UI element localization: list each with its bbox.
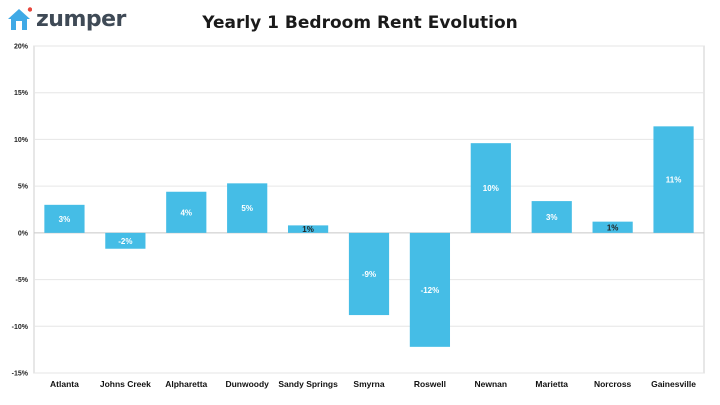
bar	[592, 221, 633, 233]
data-label: 1%	[607, 223, 619, 232]
x-tick-label: Johns Creek	[100, 379, 151, 389]
bar	[44, 204, 85, 233]
bar	[227, 183, 268, 233]
bar	[653, 126, 694, 233]
data-label: 3%	[59, 215, 71, 224]
data-label: 10%	[483, 184, 499, 193]
y-tick-label: 15%	[14, 90, 29, 97]
x-tick-label: Newnan	[475, 379, 508, 389]
x-tick-label: Marietta	[535, 379, 568, 389]
bar	[531, 201, 572, 233]
bar	[409, 232, 451, 347]
x-tick-label: Smyrna	[353, 379, 384, 389]
y-tick-label: 20%	[14, 44, 29, 51]
house-icon	[8, 7, 32, 30]
y-tick-label: 0%	[18, 230, 29, 237]
data-label: 11%	[666, 176, 682, 185]
y-tick-label: 10%	[14, 137, 29, 144]
x-tick-label: Norcross	[594, 379, 632, 389]
data-label: 4%	[180, 208, 192, 217]
bar	[287, 225, 329, 233]
x-tick-label: Roswell	[414, 379, 446, 389]
data-label: -9%	[362, 270, 376, 279]
y-tick-label: -10%	[12, 324, 29, 331]
chart-title: Yearly 1 Bedroom Rent Evolution	[202, 13, 518, 33]
bar	[166, 191, 207, 233]
data-label: 3%	[546, 213, 558, 222]
data-label: 1%	[302, 225, 314, 234]
x-tick-label: Gainesville	[651, 379, 696, 389]
bar	[348, 232, 390, 316]
x-tick-label: Sandy Springs	[278, 379, 338, 389]
brand-name: zumper	[36, 6, 126, 32]
x-tick-label: Dunwoody	[225, 379, 269, 389]
y-tick-label: -5%	[16, 277, 29, 284]
zumper-logo: zumper	[6, 6, 126, 32]
bar	[470, 143, 511, 233]
bar	[105, 232, 146, 249]
y-tick-label: 5%	[18, 184, 29, 191]
x-tick-label: Alpharetta	[165, 379, 207, 389]
y-tick-label: -15%	[12, 371, 29, 378]
x-tick-label: Atlanta	[50, 379, 79, 389]
data-label: -12%	[421, 286, 440, 295]
data-label: -2%	[118, 237, 132, 246]
data-label: 5%	[241, 204, 253, 213]
plot-frame	[33, 45, 705, 374]
